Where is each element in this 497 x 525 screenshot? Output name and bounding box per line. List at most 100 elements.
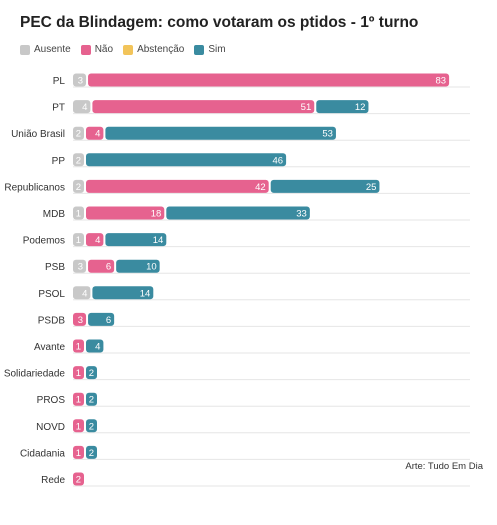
data-label-psb-nao: 6 (106, 262, 111, 273)
data-label-rede-nao: 2 (76, 475, 81, 486)
chart-credit: Arte: Tudo Em Dia (405, 461, 483, 472)
bar-podemos-nao (86, 233, 104, 247)
bar-pl-nao (88, 73, 450, 87)
bar-avante-nao (73, 339, 84, 353)
data-label-pros-nao: 1 (76, 395, 81, 406)
data-label-solidariedade-sim: 2 (89, 368, 94, 379)
category-label-solidariedade: Solidariedade (4, 369, 66, 380)
data-label-cidadania-sim: 2 (89, 448, 94, 459)
data-label-podemos-nao: 4 (95, 235, 100, 246)
data-label-mdb-ausente: 1 (76, 209, 81, 220)
category-label-republicanos: Republicanos (4, 182, 65, 193)
bar-pros-sim (86, 392, 97, 406)
bar-psdb-sim (88, 312, 115, 326)
bar-psol-sim (92, 286, 154, 300)
data-label-mdb-sim: 33 (296, 209, 307, 220)
data-label-republicanos-sim: 25 (366, 182, 377, 193)
legend: Ausente Não Abstenção Sim (20, 44, 226, 55)
data-label-pros-sim: 2 (89, 395, 94, 406)
bar-rede-nao (73, 472, 84, 486)
bar-mdb-nao (86, 206, 165, 220)
data-label-psol-sim: 14 (140, 288, 151, 299)
category-label-novo: NOVD (36, 422, 65, 433)
bar-pp-ausente (73, 153, 84, 167)
data-label-uniao-brasil-ausente: 2 (76, 129, 81, 140)
chart-title: PEC da Blindagem: como votaram os ptidos… (20, 14, 419, 31)
legend-label-ausente: Ausente (34, 44, 71, 55)
bar-mdb-ausente (73, 206, 84, 220)
category-label-pt: PT (52, 103, 65, 114)
bar-podemos-sim (105, 233, 167, 247)
legend-swatch-sim (194, 44, 205, 55)
bar-pt-ausente (73, 100, 91, 114)
category-label-mdb: MDB (43, 209, 66, 220)
bar-novo-sim (86, 419, 97, 433)
bar-republicanos-ausente (73, 179, 84, 193)
data-label-republicanos-ausente: 2 (76, 182, 81, 193)
bar-podemos-ausente (73, 233, 84, 247)
data-label-psdb-sim: 6 (106, 315, 111, 326)
data-label-avante-sim: 4 (95, 342, 100, 353)
data-label-podemos-ausente: 1 (76, 235, 81, 246)
data-label-mdb-nao: 18 (151, 209, 162, 220)
bar-psb-ausente (73, 259, 87, 273)
bar-uniao-brasil-ausente (73, 126, 84, 140)
category-label-pl: PL (53, 76, 66, 87)
legend-item-sim: Sim (194, 44, 226, 55)
bar-psb-sim (116, 259, 160, 273)
legend-item-abstencao: Abstenção (123, 44, 184, 55)
data-label-pt-sim: 12 (355, 102, 366, 113)
bar-psb-nao (88, 259, 115, 273)
bar-psdb-nao (73, 312, 87, 326)
bar-cidadania-nao (73, 445, 84, 459)
data-label-novo-nao: 1 (76, 421, 81, 432)
category-label-psdb: PSDB (38, 315, 66, 326)
bar-solidariedade-sim (86, 366, 97, 380)
category-label-rede: Rede (41, 475, 65, 486)
category-label-psb: PSB (45, 262, 65, 273)
legend-swatch-abstencao (123, 44, 134, 55)
bar-avante-sim (86, 339, 104, 353)
data-label-novo-sim: 2 (89, 421, 94, 432)
bar-mdb-sim (166, 206, 310, 220)
bar-pt-nao (92, 100, 315, 114)
legend-label-abstencao: Abstenção (137, 44, 185, 55)
bar-uniao-brasil-nao (86, 126, 104, 140)
bar-pp-sim (86, 153, 287, 167)
data-label-psb-sim: 10 (146, 262, 157, 273)
data-label-psol-ausente: 4 (82, 288, 87, 299)
legend-item-nao: Não (80, 44, 114, 55)
bar-novo-nao (73, 419, 84, 433)
bar-pros-nao (73, 392, 84, 406)
category-label-uniao-brasil: União Brasil (11, 129, 65, 140)
legend-swatch-nao (80, 44, 91, 55)
data-label-pl-ausente: 3 (78, 76, 83, 87)
bar-uniao-brasil-sim (105, 126, 336, 140)
data-label-pp-sim: 46 (273, 155, 284, 166)
category-label-pp: PP (52, 156, 66, 167)
data-label-uniao-brasil-nao: 4 (95, 129, 100, 140)
data-label-republicanos-nao: 42 (255, 182, 266, 193)
bar-cidadania-sim (86, 445, 97, 459)
bar-republicanos-sim (270, 179, 380, 193)
data-label-pt-ausente: 4 (82, 102, 87, 113)
bar-republicanos-nao (86, 179, 269, 193)
data-label-cidadania-nao: 1 (76, 448, 81, 459)
category-label-avante: Avante (34, 342, 65, 353)
data-label-avante-nao: 1 (76, 342, 81, 353)
legend-label-sim: Sim (208, 44, 226, 55)
bar-psol-ausente (73, 286, 91, 300)
legend-swatch-ausente (20, 44, 30, 55)
bar-pl-ausente (73, 73, 87, 87)
data-label-solidariedade-nao: 1 (76, 368, 81, 379)
data-label-pt-nao: 51 (301, 102, 312, 113)
legend-label-nao: Não (94, 44, 114, 55)
data-label-psdb-nao: 3 (78, 315, 83, 326)
bar-pt-sim (316, 100, 369, 114)
category-label-psol: PSOL (38, 289, 65, 300)
data-label-pp-ausente: 2 (76, 155, 81, 166)
data-label-podemos-sim: 14 (153, 235, 164, 246)
data-label-psb-ausente: 3 (78, 262, 83, 273)
category-label-cidadania: Cidadania (20, 448, 65, 459)
